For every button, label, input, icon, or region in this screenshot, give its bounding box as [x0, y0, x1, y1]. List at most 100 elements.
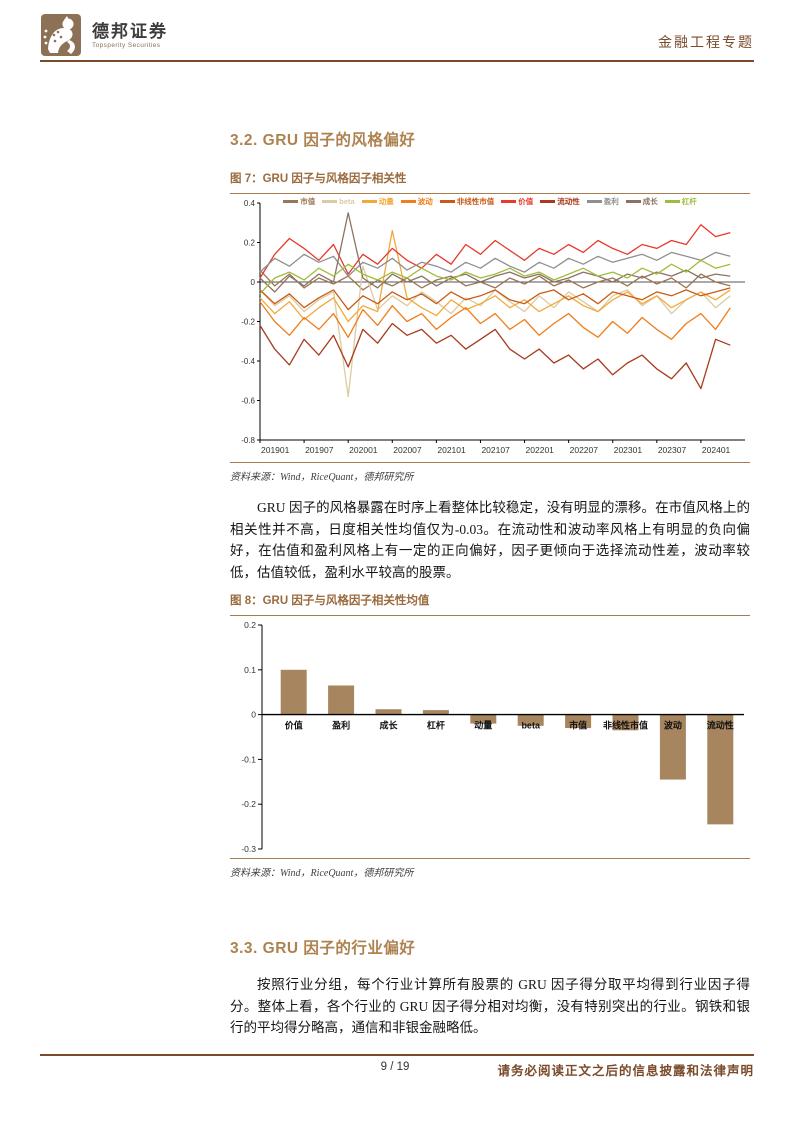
- svg-text:0.2: 0.2: [244, 620, 256, 630]
- series-非线性市值: [259, 287, 731, 311]
- svg-text:0: 0: [251, 710, 256, 720]
- svg-text:0.4: 0.4: [244, 199, 256, 208]
- legend-dash: [501, 200, 517, 203]
- figure7-bottom-rule: [230, 462, 750, 463]
- figure7-line-chart: 0.4 0.2 0 -0.2 -0.4 -0.6 -0.8 201901 201907 20200…: [241, 199, 745, 455]
- svg-text:202101: 202101: [437, 445, 466, 455]
- figure7-legend: 市值 beta 动量 波动 非线性市值 价值 流动性 盈利 成长 杠杆: [230, 196, 750, 207]
- bar-label: 市值: [569, 720, 587, 731]
- svg-text:-0.8: -0.8: [241, 436, 255, 445]
- figure7-source-note: 资料来源：Wind，RiceQuant，德邦研究所: [230, 472, 414, 483]
- figure8-bar-chart: 0.2 0.1 0 -0.1 -0.2 -0.3 价值 盈利 成长 杠杆 动量 beta 市值 非线性市值…: [241, 620, 744, 854]
- series-价值: [259, 224, 731, 279]
- legend-item: 动量: [361, 196, 394, 207]
- svg-text:202207: 202207: [570, 445, 599, 455]
- svg-text:-0.2: -0.2: [241, 799, 256, 809]
- svg-text:-0.4: -0.4: [241, 357, 255, 366]
- legend-item: 价值: [501, 196, 533, 207]
- bar-盈利: [328, 685, 355, 715]
- legend-dash: [283, 200, 299, 203]
- legend-label: 波动: [417, 197, 433, 206]
- series-流动性: [259, 322, 731, 390]
- series-盈利: [259, 251, 731, 277]
- legend-item: 流动性: [540, 196, 580, 207]
- svg-text:202107: 202107: [481, 445, 510, 455]
- legend-dash: [439, 200, 455, 203]
- svg-text:202001: 202001: [349, 445, 378, 455]
- bar-label: 成长: [379, 720, 398, 731]
- bar-label: 杠杆: [427, 720, 445, 731]
- bar-label: 流动性: [707, 720, 734, 731]
- legend-item: 波动: [400, 196, 433, 207]
- legend-label: 流动性: [557, 197, 580, 206]
- bar-杠杆: [422, 710, 449, 715]
- bar-市值: [565, 714, 592, 729]
- svg-text:201907: 201907: [305, 445, 334, 455]
- legend-dash: [361, 200, 377, 203]
- bar-label: 波动: [664, 720, 682, 731]
- style-preference-paragraph: GRU 因子的风格暴露在时序上看整体比较稳定，没有明显的漂移。在市值风格上的相关…: [230, 500, 750, 580]
- legend-dash: [586, 200, 602, 203]
- brand-logo: 德邦证券 Topsperity Securities: [40, 13, 168, 57]
- bar-label: 动量: [474, 720, 492, 731]
- bar-动量: [470, 714, 497, 724]
- legend-label: 价值: [518, 197, 534, 206]
- legend-label: 动量: [378, 197, 394, 206]
- brand-name-cn: 德邦证券: [92, 21, 168, 41]
- figure7-caption: 图 7：GRU 因子与风格因子相关性: [230, 170, 750, 194]
- bar-流动性: [707, 714, 734, 825]
- bar-价值: [280, 669, 307, 715]
- series-成长: [259, 212, 731, 293]
- svg-text:202401: 202401: [702, 445, 731, 455]
- svg-text:201901: 201901: [261, 445, 290, 455]
- figure8-caption: 图 8：GRU 因子与风格因子相关性均值: [230, 592, 750, 616]
- svg-text:202301: 202301: [614, 445, 643, 455]
- section-3-2-title: 3.2. GRU 因子的风格偏好: [230, 132, 416, 149]
- series-动量: [259, 229, 731, 323]
- bar-非线性市值: [612, 714, 639, 731]
- legend-label: 杠杆: [681, 197, 697, 206]
- svg-text:-0.6: -0.6: [241, 397, 255, 406]
- legend-dash: [400, 200, 416, 203]
- svg-text:0.1: 0.1: [244, 665, 256, 675]
- svg-text:0: 0: [251, 278, 256, 287]
- legend-item: 非线性市值: [439, 196, 495, 207]
- svg-text:-0.3: -0.3: [241, 844, 256, 854]
- footer-disclaimer: 请务必阅读正文之后的信息披露和法律声明: [497, 1064, 754, 1078]
- figure8-bottom-rule: [230, 858, 750, 859]
- svg-text:202307: 202307: [658, 445, 687, 455]
- legend-dash: [322, 200, 338, 203]
- brand-name-en: Topsperity Securities: [92, 41, 161, 49]
- bar-label: beta: [521, 721, 541, 731]
- svg-text:-0.2: -0.2: [241, 318, 255, 327]
- page-number: 9 / 19: [380, 1061, 410, 1073]
- svg-text:202007: 202007: [393, 445, 422, 455]
- brand-text: 德邦证券 Topsperity Securities: [92, 22, 168, 49]
- bar-成长: [375, 709, 402, 715]
- legend-dash: [664, 200, 680, 203]
- series-市值: [259, 269, 731, 291]
- leopard-logo-icon: [41, 14, 81, 56]
- industry-preference-paragraph: 按照行业分组，每个行业计算所有股票的 GRU 因子得分取平均得到行业因子得分。整…: [230, 977, 750, 1035]
- legend-item: beta: [322, 197, 355, 206]
- report-category-label: 金融工程专题: [658, 36, 754, 51]
- footer-rule: [40, 1054, 754, 1056]
- legend-label: beta: [339, 197, 355, 206]
- bar-label: 非线性市值: [603, 720, 648, 731]
- header-rule: [40, 60, 754, 62]
- series-波动: [259, 301, 731, 340]
- svg-text:-0.1: -0.1: [241, 754, 256, 764]
- legend-label: 盈利: [603, 197, 619, 206]
- legend-dash: [625, 200, 641, 203]
- bar-label: 价值: [285, 720, 303, 731]
- legend-item: 杠杆: [664, 196, 697, 207]
- figure8-source-note: 资料来源：Wind，RiceQuant，德邦研究所: [230, 868, 414, 879]
- series-杠杆: [259, 259, 731, 295]
- svg-text:202201: 202201: [526, 445, 555, 455]
- bar-波动: [659, 714, 686, 780]
- svg-text:0.2: 0.2: [244, 239, 256, 248]
- legend-label: 非线性市值: [456, 197, 495, 206]
- section-3-3-title: 3.3. GRU 因子的行业偏好: [230, 940, 416, 957]
- bar-label: 盈利: [331, 720, 350, 731]
